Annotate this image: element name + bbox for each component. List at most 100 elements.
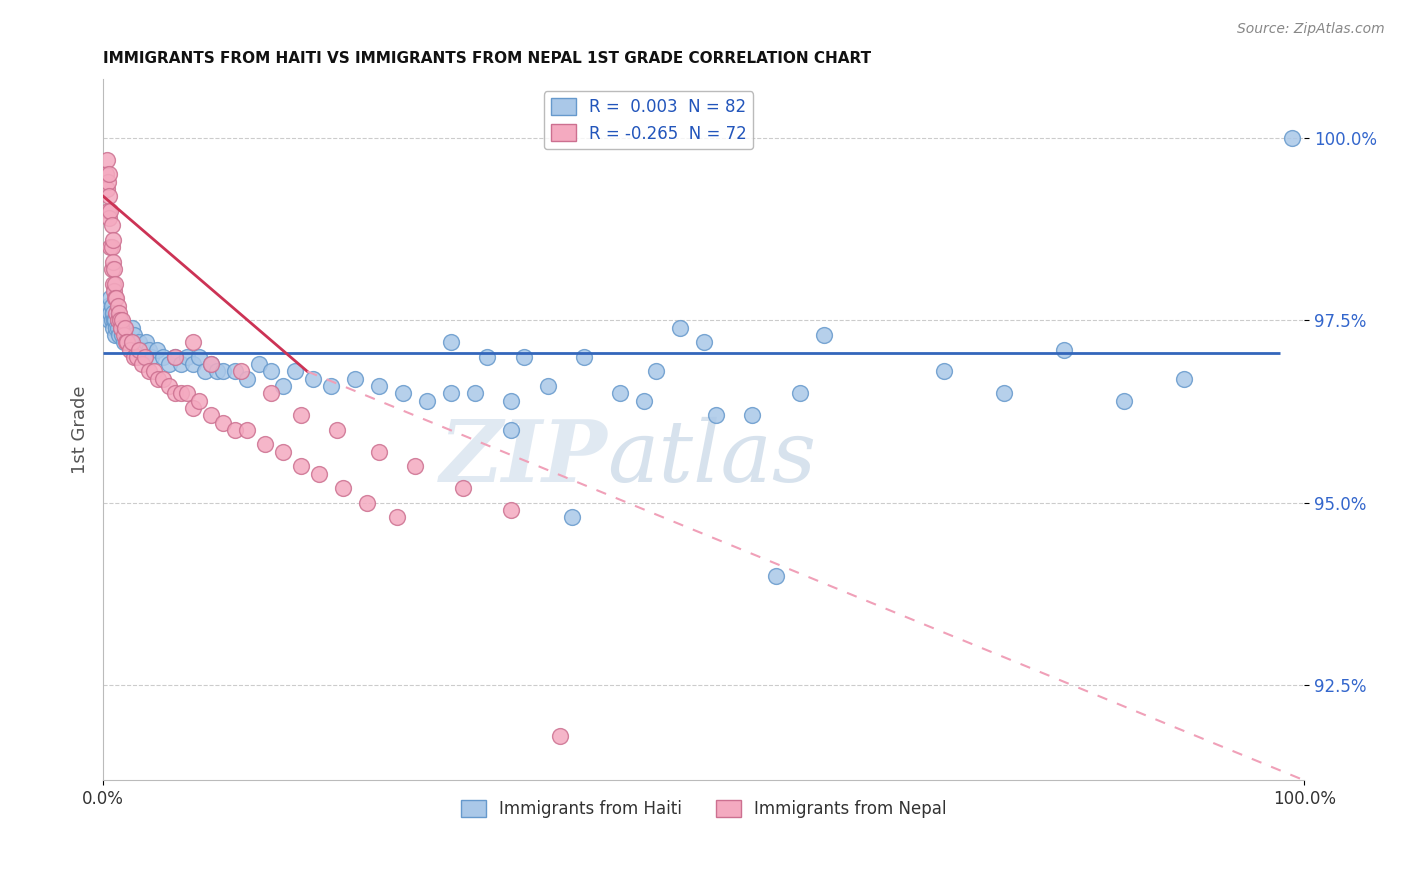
Point xyxy=(207,364,229,378)
Point xyxy=(157,357,180,371)
Point xyxy=(165,386,187,401)
Point xyxy=(668,320,690,334)
Point xyxy=(112,335,135,350)
Point xyxy=(368,444,391,458)
Point xyxy=(115,335,138,350)
Point xyxy=(131,357,153,371)
Point xyxy=(932,364,955,378)
Point xyxy=(200,357,222,371)
Point xyxy=(356,496,378,510)
Point xyxy=(111,313,134,327)
Point xyxy=(260,364,283,378)
Point xyxy=(98,211,121,225)
Point xyxy=(107,306,129,320)
Point xyxy=(326,423,349,437)
Text: IMMIGRANTS FROM HAITI VS IMMIGRANTS FROM NEPAL 1ST GRADE CORRELATION CHART: IMMIGRANTS FROM HAITI VS IMMIGRANTS FROM… xyxy=(103,51,872,66)
Point xyxy=(704,408,727,422)
Point xyxy=(404,459,426,474)
Point xyxy=(1053,343,1076,357)
Point xyxy=(108,313,131,327)
Point xyxy=(1281,130,1303,145)
Point xyxy=(993,386,1015,401)
Point xyxy=(741,408,763,422)
Point xyxy=(572,350,595,364)
Point xyxy=(101,306,124,320)
Point xyxy=(254,437,277,451)
Point xyxy=(104,292,127,306)
Point xyxy=(548,730,571,744)
Point xyxy=(125,343,148,357)
Point xyxy=(107,299,129,313)
Point xyxy=(813,327,835,342)
Point xyxy=(110,320,132,334)
Point xyxy=(260,386,283,401)
Point xyxy=(128,335,150,350)
Point xyxy=(131,343,153,357)
Point xyxy=(224,364,246,378)
Point xyxy=(125,350,148,364)
Point xyxy=(789,386,811,401)
Point xyxy=(111,327,134,342)
Point xyxy=(97,203,120,218)
Point xyxy=(98,189,121,203)
Point xyxy=(536,379,558,393)
Text: Source: ZipAtlas.com: Source: ZipAtlas.com xyxy=(1237,22,1385,37)
Point xyxy=(98,240,121,254)
Point xyxy=(477,350,499,364)
Point xyxy=(105,292,128,306)
Point xyxy=(152,372,174,386)
Point xyxy=(200,357,222,371)
Text: atlas: atlas xyxy=(607,417,817,500)
Point xyxy=(105,306,128,320)
Point xyxy=(121,335,143,350)
Point xyxy=(212,416,235,430)
Point xyxy=(124,350,146,364)
Point xyxy=(100,299,122,313)
Point xyxy=(236,423,259,437)
Point xyxy=(200,408,222,422)
Point xyxy=(94,167,117,181)
Point xyxy=(96,306,118,320)
Point xyxy=(107,327,129,342)
Point xyxy=(110,320,132,334)
Point xyxy=(212,364,235,378)
Point xyxy=(194,364,217,378)
Point xyxy=(97,299,120,313)
Point xyxy=(512,350,534,364)
Point xyxy=(100,240,122,254)
Point xyxy=(104,277,127,291)
Point xyxy=(103,284,125,298)
Point xyxy=(114,320,136,334)
Point xyxy=(98,306,121,320)
Point xyxy=(104,327,127,342)
Point xyxy=(103,262,125,277)
Point xyxy=(107,320,129,334)
Point xyxy=(692,335,714,350)
Point xyxy=(96,182,118,196)
Point xyxy=(100,262,122,277)
Y-axis label: 1st Grade: 1st Grade xyxy=(72,385,89,474)
Text: ZIP: ZIP xyxy=(440,416,607,500)
Point xyxy=(176,386,198,401)
Point xyxy=(132,350,155,364)
Point xyxy=(124,327,146,342)
Point xyxy=(118,335,141,350)
Point xyxy=(633,393,655,408)
Point xyxy=(157,379,180,393)
Point xyxy=(181,401,204,415)
Point xyxy=(104,313,127,327)
Point xyxy=(112,327,135,342)
Point xyxy=(115,327,138,342)
Point xyxy=(181,335,204,350)
Point xyxy=(108,313,131,327)
Point xyxy=(101,277,124,291)
Point xyxy=(98,167,121,181)
Point xyxy=(181,357,204,371)
Point xyxy=(501,393,523,408)
Point xyxy=(440,386,463,401)
Point xyxy=(165,350,187,364)
Point xyxy=(344,372,367,386)
Point xyxy=(118,343,141,357)
Point xyxy=(236,372,259,386)
Point xyxy=(100,219,122,233)
